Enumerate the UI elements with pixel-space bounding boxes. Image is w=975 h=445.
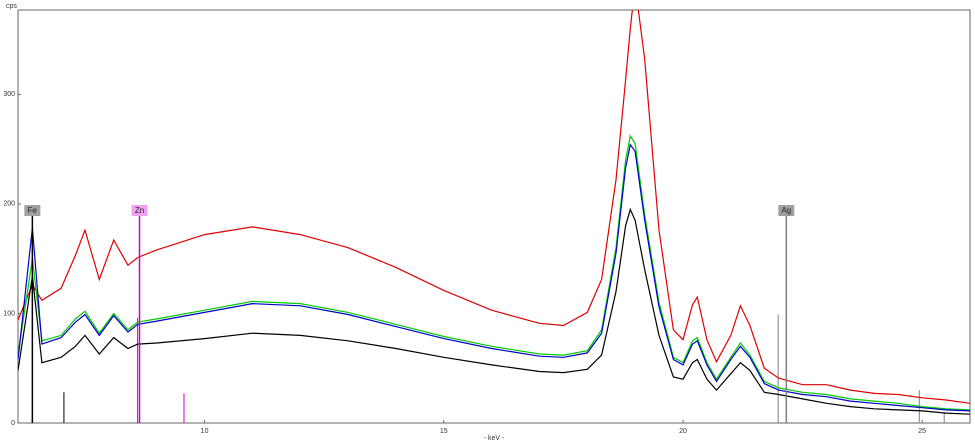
x-tick-label: 20 (679, 428, 687, 435)
series-group (18, 10, 970, 423)
y-tick-label: 100 (3, 310, 15, 317)
element-marker-box (778, 205, 795, 216)
spectrum-line (18, 143, 970, 412)
element-marker-box (131, 205, 148, 216)
x-axis-label: - keV - (484, 435, 505, 442)
element-marker-label: Fe (28, 206, 38, 215)
element-marker-label: Zn (135, 206, 144, 215)
x-tick-label: 25 (918, 428, 926, 435)
y-tick-label: 300 (3, 91, 15, 98)
spectrum-line (18, 207, 970, 415)
y-axis-label: cps (6, 3, 17, 10)
element-marker-label: Ag (781, 206, 791, 215)
y-tick-label: 0 (11, 420, 15, 427)
x-tick-label: 10 (201, 428, 209, 435)
y-tick-label: 200 (3, 201, 15, 208)
plot-frame (17, 9, 971, 424)
spectrum-line (18, 134, 970, 411)
x-tick-label: 15 (440, 428, 448, 435)
element-marker-box (24, 205, 41, 216)
